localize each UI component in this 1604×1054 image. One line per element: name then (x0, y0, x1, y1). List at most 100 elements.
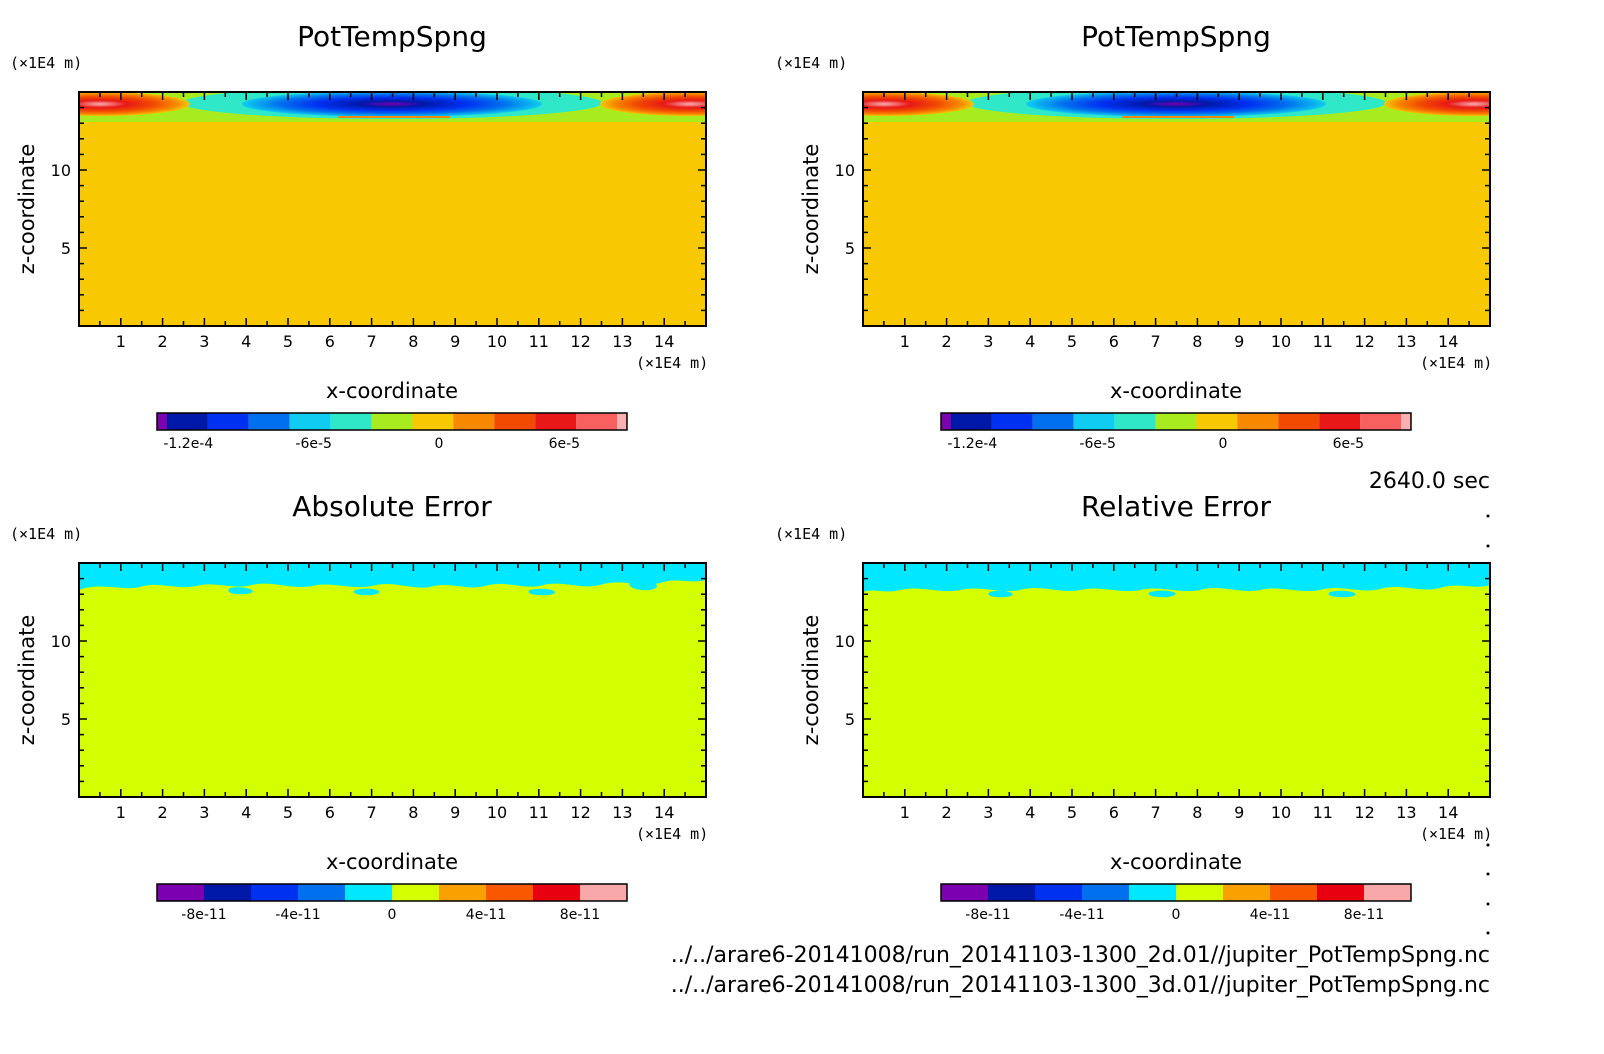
y-axis-label: z-coordinate (799, 144, 823, 275)
x-tick-label: 10 (1271, 803, 1291, 822)
colorbar-swatch (392, 884, 439, 901)
y-tick-label: 5 (61, 710, 71, 729)
error-patch-d (629, 580, 658, 591)
colorbar-swatch (412, 413, 454, 430)
y-tick-label: 5 (61, 239, 71, 258)
error-patch-a (353, 588, 380, 596)
colorbar-swatch (1223, 884, 1270, 901)
x-tick-label: 8 (408, 803, 418, 822)
colorbar-swatch (1237, 413, 1279, 430)
x-tick-label: 3 (199, 803, 209, 822)
axis-ticks (79, 563, 706, 797)
colorbar: -1.2e-4 -6e-5 0 6e-5 (940, 412, 1412, 452)
colorbar-label: 0 (388, 907, 397, 923)
x-axis-label: x-coordinate (1110, 379, 1242, 403)
colorbar-label: -8e-11 (181, 907, 226, 923)
colorbar-label: -6e-5 (295, 436, 332, 452)
x-tick-label: 9 (450, 803, 460, 822)
x-tick-label: 2 (158, 332, 168, 351)
colorbar-swatch (207, 413, 249, 430)
x-tick-label: 1 (116, 332, 126, 351)
colorbar-frame (940, 412, 1412, 431)
colorbar-label: 6e-5 (1333, 436, 1364, 452)
panel-title: PotTempSpng (297, 20, 487, 53)
colorbar-swatch (988, 884, 1035, 901)
colorbar-swatch (289, 413, 331, 430)
x-tick-label: 1 (900, 332, 910, 351)
y-tick-label: 5 (845, 239, 855, 258)
x-axis-label: x-coordinate (326, 850, 458, 874)
colorbar-swatch (157, 413, 167, 430)
error-patch-band (863, 563, 1490, 592)
x-tick-label: 12 (570, 332, 590, 351)
colorbar-swatch (453, 413, 495, 430)
panel-title: PotTempSpng (1081, 20, 1271, 53)
y-axis-label: z-coordinate (15, 144, 39, 275)
y-tick-label: 10 (835, 161, 855, 180)
x-tick-label: 11 (1313, 803, 1333, 822)
colorbar-swatch (157, 884, 204, 901)
x-tick-label: 2 (158, 803, 168, 822)
error-patch-band (79, 563, 706, 590)
negative-anomaly (242, 92, 542, 117)
colorbar-swatch (439, 884, 486, 901)
x-tick-label: 7 (1151, 332, 1161, 351)
panel-top-right: PotTempSpng (×1E4 m) (×1E4 m) x-coordina… (775, 20, 1492, 452)
colorbar-swatch (494, 413, 536, 430)
colorbar: -8e-11 -4e-11 0 4e-11 8e-11 (940, 883, 1412, 923)
x-tick-label: 14 (654, 803, 674, 822)
colorbar-frame (156, 412, 628, 431)
y-unit-label: (×1E4 m) (10, 54, 82, 72)
colorbar-swatch (204, 884, 251, 901)
x-tick-label: 14 (654, 332, 674, 351)
colorbar-swatch (345, 884, 392, 901)
x-unit-label: (×1E4 m) (636, 354, 708, 372)
x-tick-label: 8 (1192, 332, 1202, 351)
colorbar-swatch (941, 413, 951, 430)
y-unit-label: (×1E4 m) (775, 525, 847, 543)
x-tick-label: 3 (983, 332, 993, 351)
x-tick-label: 4 (241, 803, 251, 822)
x-tick-label: 5 (1067, 332, 1077, 351)
field-background (79, 563, 706, 797)
time-label: 2640.0 sec (1369, 469, 1490, 494)
y-tick-label: 5 (845, 710, 855, 729)
x-tick-label: 9 (450, 332, 460, 351)
y-tick-label: 10 (51, 632, 71, 651)
decorative-dots (1486, 514, 1490, 935)
colorbar-swatch (1360, 413, 1401, 430)
x-axis-label: x-coordinate (1110, 850, 1242, 874)
colorbar-swatch (1129, 884, 1176, 901)
x-tick-label: 2 (942, 332, 952, 351)
colorbar-label: -4e-11 (275, 907, 320, 923)
error-patch-a (1148, 590, 1176, 598)
file-path-3d: ../../arare6-20141008/run_20141103-1300_… (671, 973, 1490, 998)
colorbar-label: 0 (1172, 907, 1181, 923)
colorbar-swatch (1176, 884, 1223, 901)
x-tick-label: 8 (1192, 803, 1202, 822)
colorbar-swatch (1114, 413, 1156, 430)
colorbar-label: -4e-11 (1059, 907, 1104, 923)
y-tick-label: 10 (835, 632, 855, 651)
x-tick-label: 13 (1396, 332, 1416, 351)
colorbar-label: 0 (435, 436, 444, 452)
colorbar: -8e-11 -4e-11 0 4e-11 8e-11 (156, 883, 628, 923)
x-tick-label: 7 (367, 803, 377, 822)
colorbar-swatch (251, 884, 298, 901)
colorbar-swatch (298, 884, 345, 901)
panel-bottom-left: Absolute Error (×1E4 m) (×1E4 m) x-coord… (10, 490, 708, 923)
x-tick-label: 6 (325, 332, 335, 351)
axis-ticks (863, 563, 1490, 797)
colorbar-swatch (535, 413, 577, 430)
x-tick-label: 6 (325, 803, 335, 822)
axis-ticks (79, 92, 706, 326)
colorbar-swatch (330, 413, 372, 430)
colorbar-swatch (1082, 884, 1129, 901)
x-tick-label: 4 (1025, 803, 1035, 822)
plot-field (79, 92, 706, 326)
colorbar-swatch (617, 413, 627, 430)
colorbar: -1.2e-4 -6e-5 0 6e-5 (156, 412, 628, 452)
plot-field (863, 563, 1490, 797)
x-tick-label: 10 (487, 803, 507, 822)
plot-field (79, 563, 706, 797)
